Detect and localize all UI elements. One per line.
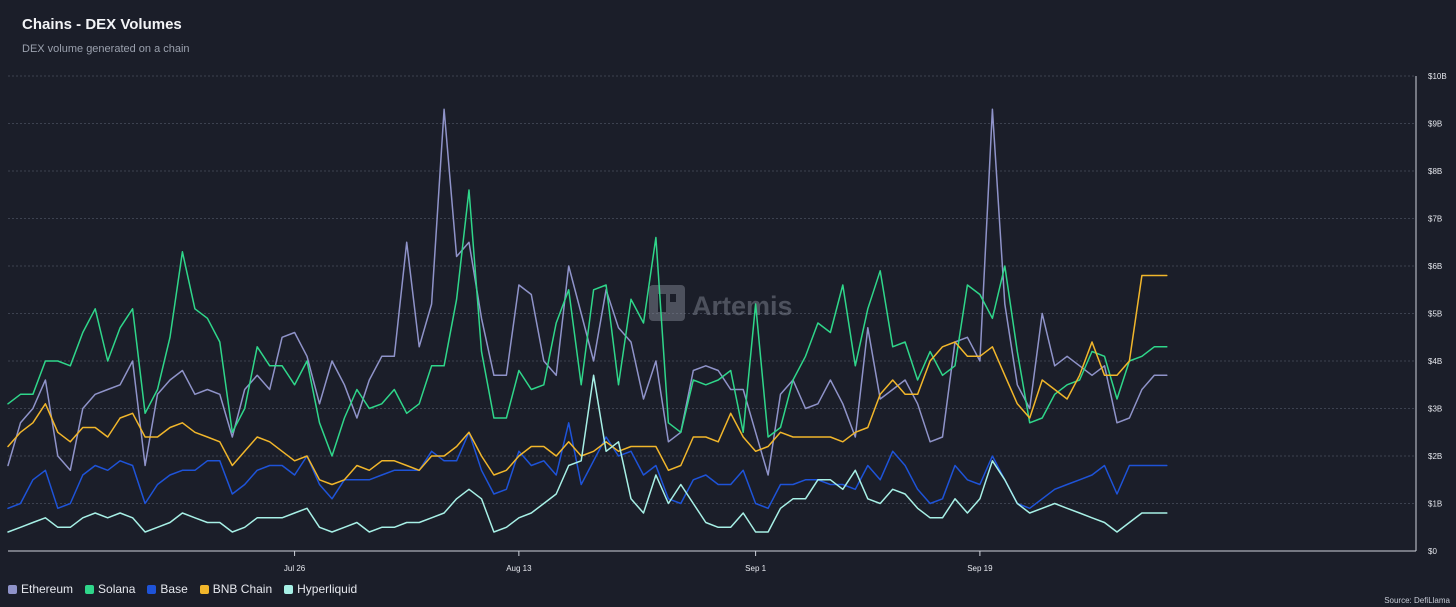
legend-item-ethereum[interactable]: Ethereum [8, 582, 73, 596]
legend-swatch-ethereum [8, 584, 17, 594]
x-tick-label: Aug 13 [506, 564, 532, 573]
legend-label-ethereum: Ethereum [21, 582, 74, 596]
y-tick-label: $1B [1428, 500, 1442, 509]
legend-swatch-base [147, 584, 157, 594]
legend-swatch-bnb-chain [199, 584, 209, 594]
legend-swatch-hyperliquid [284, 584, 294, 594]
series-lines [7, 108, 1168, 533]
legend-label-hyperliquid: Hyperliquid [297, 582, 358, 596]
axes: $0 $1B $2B $3B $4B $5B $6B $7B $8B $9B $10B Jul 26 A… [8, 72, 1447, 573]
watermark-logo-icon [649, 285, 685, 321]
y-tick-label: $5B [1428, 310, 1442, 319]
watermark-logo-mark-b [670, 294, 676, 302]
y-tick-label: $9B [1428, 120, 1442, 129]
y-tick-label: $0 [1428, 547, 1437, 556]
y-tick-label: $7B [1428, 215, 1442, 224]
legend-item-solana[interactable]: Solana [85, 582, 135, 596]
x-tick-label: Sep 1 [745, 564, 766, 573]
legend-label-base: Base [160, 582, 188, 596]
series-line-bnb-chain [7, 274, 1168, 486]
x-tick-label: Jul 26 [284, 564, 306, 573]
y-tick-label: $4B [1428, 357, 1442, 366]
series-line-hyperliquid [7, 374, 1168, 533]
source-note: Source: DefiLlama [1384, 596, 1450, 605]
y-tick-label: $2B [1428, 452, 1442, 461]
chart-title: Chains - DEX Volumes [22, 16, 182, 33]
y-tick-label: $8B [1428, 167, 1442, 176]
legend-swatch-solana [85, 584, 95, 594]
y-tick-label: $6B [1428, 262, 1442, 271]
series-line-base [7, 422, 1168, 510]
legend-item-hyperliquid[interactable]: Hyperliquid [284, 582, 357, 596]
y-tick-label: $10B [1428, 72, 1447, 81]
legend-label-solana: Solana [98, 582, 136, 596]
y-tick-label: $3B [1428, 405, 1442, 414]
grid-lines [8, 75, 1416, 504]
chart-subtitle: DEX volume generated on a chain [22, 43, 190, 55]
legend: Ethereum Solana Base BNB Chain Hyperliqu… [8, 582, 357, 596]
legend-item-bnb-chain[interactable]: BNB Chain [199, 582, 273, 596]
legend-item-base[interactable]: Base [147, 582, 188, 596]
x-tick-label: Sep 19 [967, 564, 993, 573]
watermark-logo-mark [658, 294, 666, 312]
legend-label-bnb-chain: BNB Chain [212, 582, 273, 596]
watermark: Artemis [649, 285, 793, 321]
series-line-solana [7, 189, 1168, 457]
watermark-text: Artemis [692, 291, 793, 321]
